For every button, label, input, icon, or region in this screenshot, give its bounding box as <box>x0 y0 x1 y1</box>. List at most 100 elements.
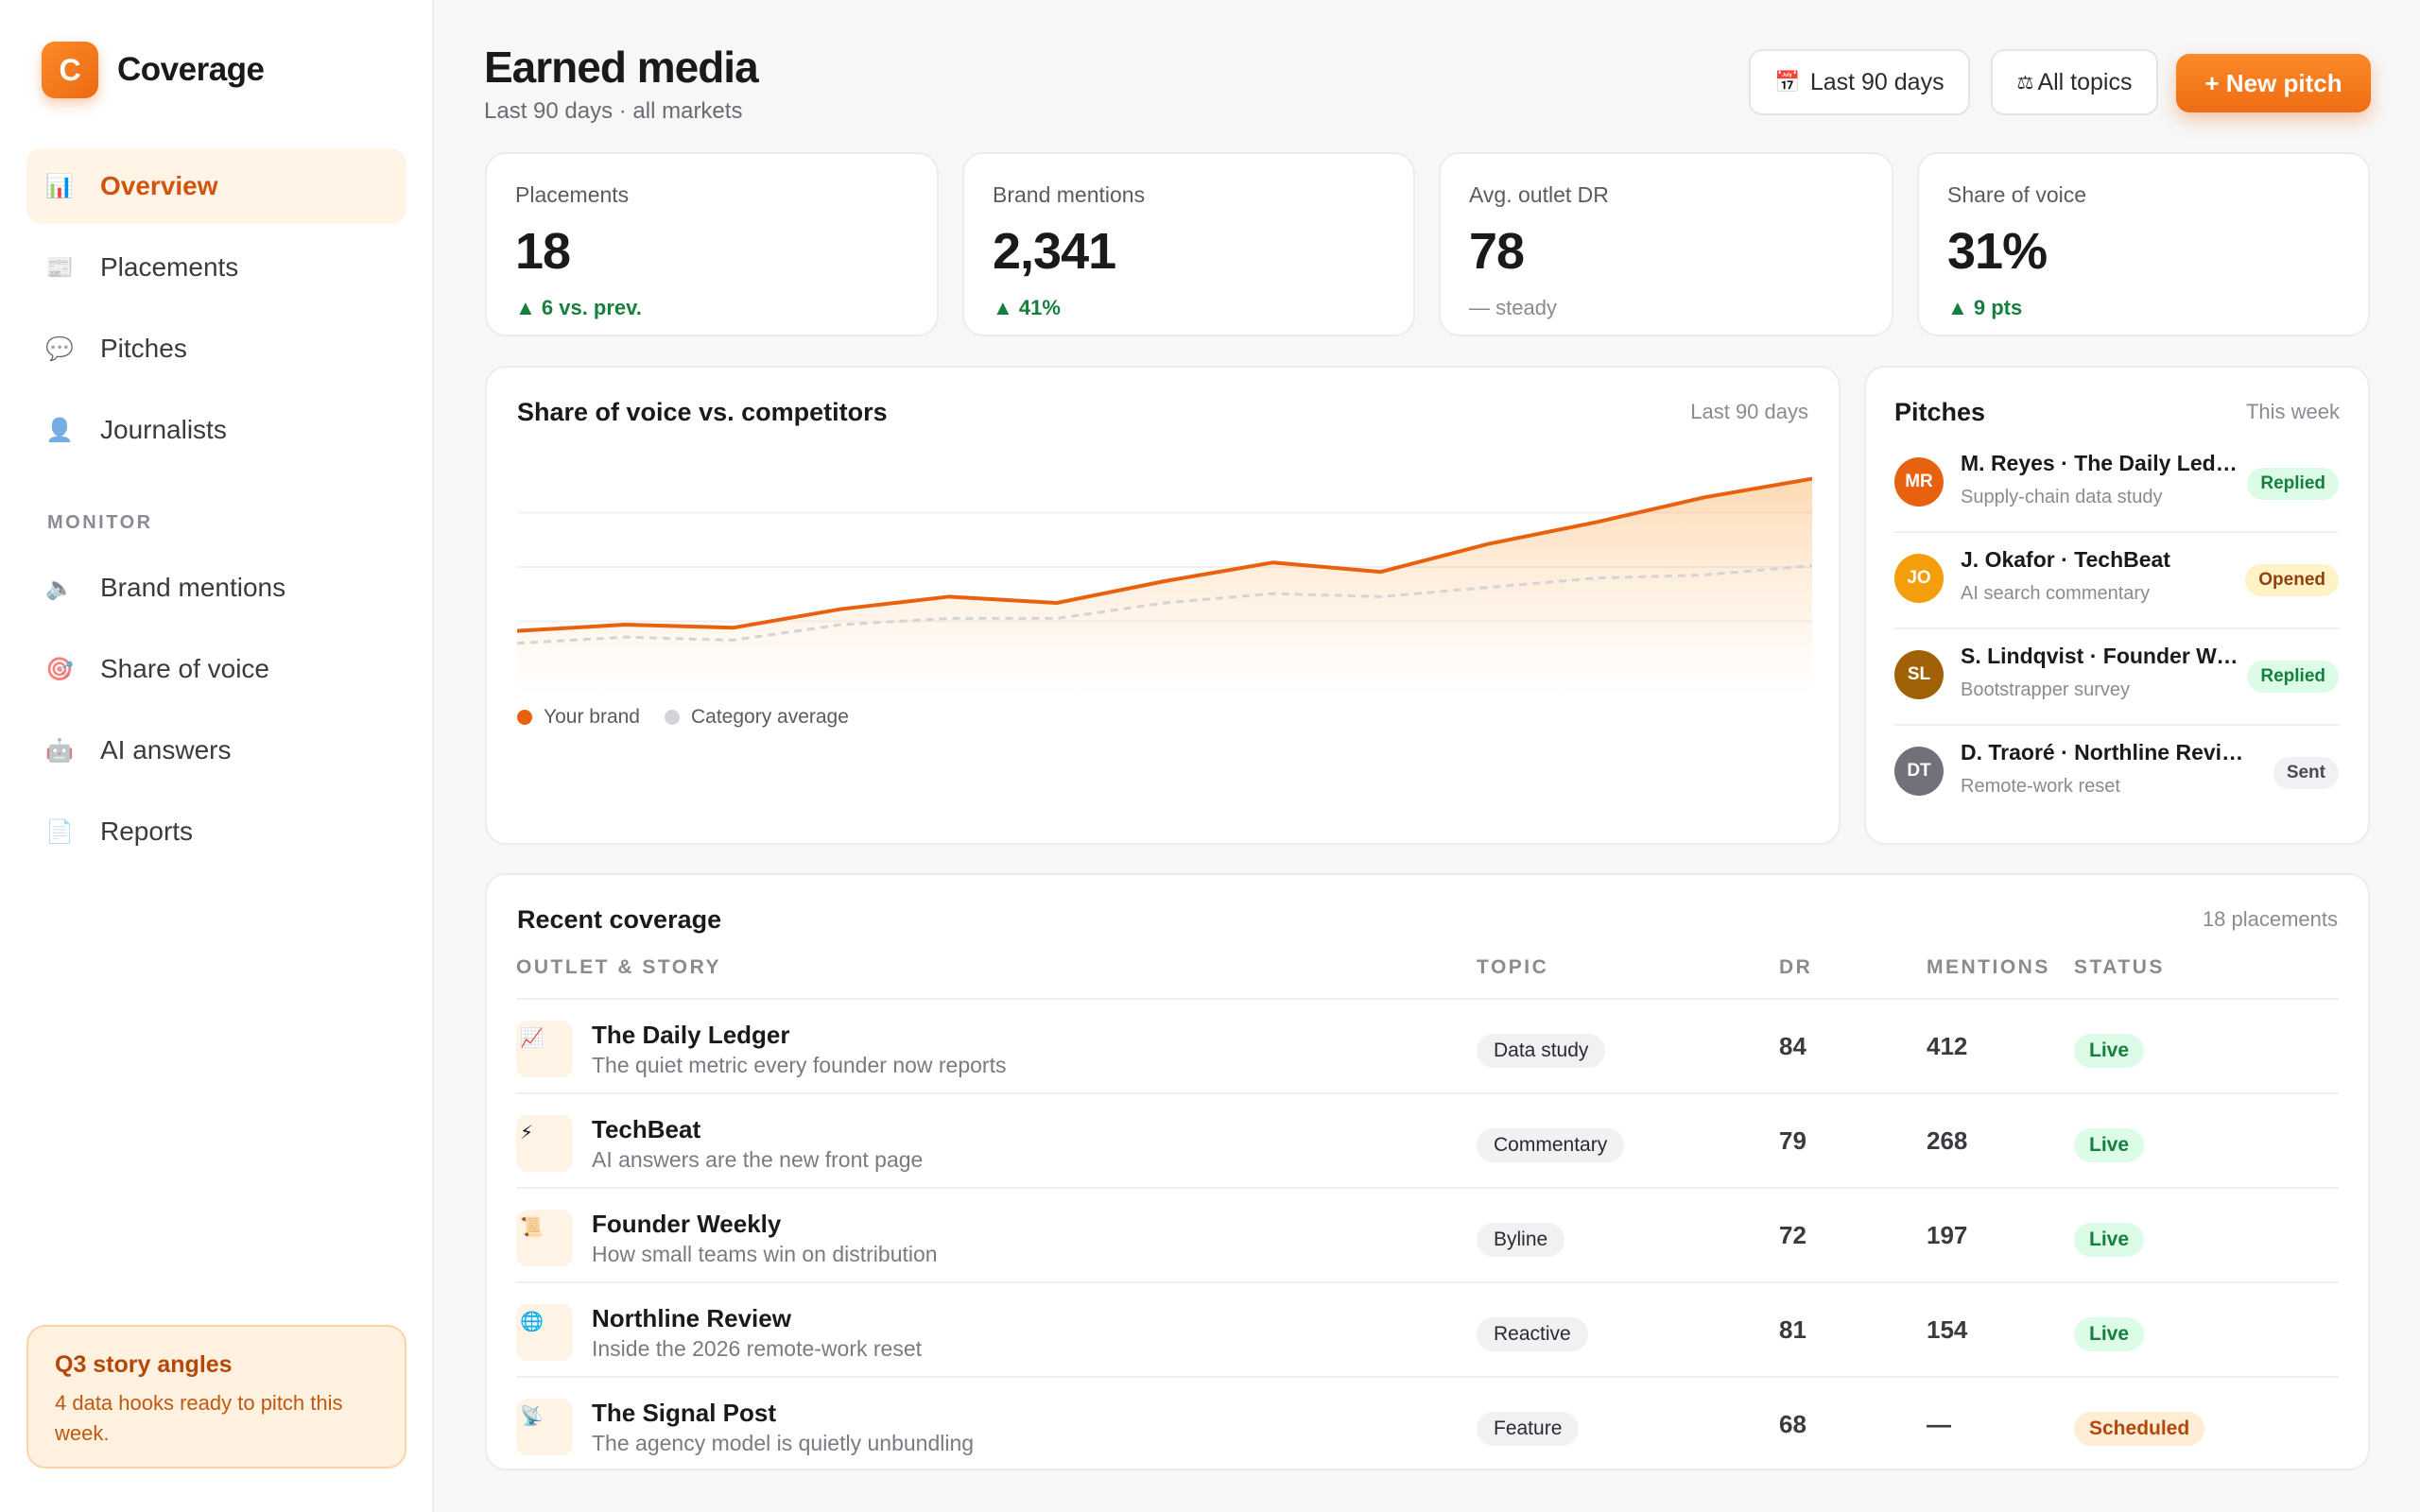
lightning-icon: ⚡ <box>516 1115 573 1172</box>
status-badge: Replied <box>2247 468 2339 500</box>
kpi-delta: — steady <box>1469 296 1557 319</box>
document-icon: 📄 <box>45 818 74 845</box>
topic-tag: Feature <box>1477 1412 1580 1446</box>
sidebar-section-label: MONITOR <box>47 512 153 533</box>
table-row[interactable]: 🌐 Northline Review Inside the 2026 remot… <box>516 1281 2339 1376</box>
brand[interactable]: C Coverage <box>42 42 265 98</box>
pitch-journalist: J. Okafor · TechBeat <box>1961 547 2170 572</box>
kpi-label: Brand mentions <box>993 182 1146 207</box>
pitch-row[interactable]: MR M. Reyes · The Daily Ledger Supply-ch… <box>1894 438 2339 533</box>
table-row[interactable]: ⚡ TechBeat AI answers are the new front … <box>516 1092 2339 1187</box>
table-row[interactable]: 📈 The Daily Ledger The quiet metric ever… <box>516 998 2339 1092</box>
sidebar-item-placements[interactable]: 📰 Placements <box>26 230 406 305</box>
pitch-row[interactable]: JO J. Okafor · TechBeat AI search commen… <box>1894 534 2339 629</box>
table-row[interactable]: 📜 Founder Weekly How small teams win on … <box>516 1187 2339 1281</box>
legend-label: Category average <box>690 706 849 728</box>
promo-text: 4 data hooks ready to pitch this week. <box>55 1391 343 1445</box>
scale-icon: ⚖ <box>2016 72 2034 94</box>
coverage-title: Recent coverage <box>517 905 722 934</box>
legend-label: Your brand <box>544 706 640 728</box>
kpi-value: 78 <box>1469 223 1525 280</box>
pitches-title: Pitches <box>1894 398 1986 426</box>
kpi-delta: ▲ 41% <box>993 296 1061 319</box>
speech-bubble-icon: 💬 <box>45 335 74 362</box>
chart-title: Share of voice vs. competitors <box>517 398 888 426</box>
column-header-mentions[interactable]: MENTIONS <box>1927 956 2050 978</box>
mentions-value: 197 <box>1927 1221 1968 1249</box>
mentions-value: — <box>1927 1410 1951 1438</box>
status-badge: Replied <box>2247 661 2339 693</box>
column-header-topic[interactable]: TOPIC <box>1477 956 1549 978</box>
share-of-voice-chart-card: Share of voice vs. competitors Last 90 d… <box>485 366 1841 845</box>
sidebar-item-brand-mentions[interactable]: 🔈 Brand mentions <box>26 550 406 626</box>
avatar: DT <box>1894 747 1944 796</box>
mentions-value: 154 <box>1927 1315 1968 1344</box>
sidebar-item-reports[interactable]: 📄 Reports <box>26 794 406 869</box>
sidebar-item-label: Reports <box>100 816 194 846</box>
app-logo: C <box>42 42 98 98</box>
sidebar-item-label: Brand mentions <box>100 573 286 602</box>
kpi-card-brand-mentions: Brand mentions 2,341 ▲ 41% <box>962 152 1415 336</box>
column-header-outlet[interactable]: OUTLET & STORY <box>516 956 722 978</box>
status-badge: Live <box>2074 1034 2145 1068</box>
sidebar-item-label: Share of voice <box>100 654 269 683</box>
satellite-icon: 📡 <box>516 1399 573 1455</box>
kpi-label: Avg. outlet DR <box>1469 182 1609 207</box>
dr-value: 79 <box>1779 1126 1806 1155</box>
topic-filter-label: All topics <box>2037 68 2133 95</box>
sidebar-item-label: AI answers <box>100 735 232 765</box>
sidebar-item-share-of-voice[interactable]: 🎯 Share of voice <box>26 631 406 707</box>
outlet-name: Founder Weekly <box>592 1210 782 1238</box>
avatar: JO <box>1894 554 1944 603</box>
page-title: Earned media <box>484 43 759 92</box>
dr-value: 81 <box>1779 1315 1806 1344</box>
outlet-name: TechBeat <box>592 1115 701 1143</box>
sidebar-item-pitches[interactable]: 💬 Pitches <box>26 311 406 387</box>
legend-item-category-average: Category average <box>664 706 849 729</box>
sidebar-item-journalists[interactable]: 👤 Journalists <box>26 392 406 468</box>
pitch-row[interactable]: SL S. Lindqvist · Founder Weekly Bootstr… <box>1894 630 2339 726</box>
kpi-card-placements: Placements 18 ▲ 6 vs. prev. <box>485 152 939 336</box>
pitches-card: Pitches This week MR M. Reyes · The Dail… <box>1864 366 2370 845</box>
kpi-value: 2,341 <box>993 223 1116 280</box>
status-badge: Scheduled <box>2074 1412 2205 1446</box>
kpi-value: 18 <box>515 223 571 280</box>
app-name: Coverage <box>117 51 265 88</box>
table-row[interactable]: 📡 The Signal Post The agency model is qu… <box>516 1376 2339 1470</box>
topic-filter-button[interactable]: ⚖ All topics <box>1991 49 2158 115</box>
column-header-status[interactable]: STATUS <box>2074 956 2165 978</box>
date-range-button[interactable]: 📅 Last 90 days <box>1749 49 1970 115</box>
chart-period: Last 90 days <box>1690 400 1808 423</box>
avatar: SL <box>1894 650 1944 699</box>
sidebar-item-ai-answers[interactable]: 🤖 AI answers <box>26 713 406 788</box>
pitch-journalist: D. Traoré · Northline Review <box>1961 740 2244 765</box>
promo-title: Q3 story angles <box>55 1351 233 1378</box>
sidebar-item-overview[interactable]: 📊 Overview <box>26 148 406 224</box>
column-header-dr[interactable]: DR <box>1779 956 1813 978</box>
avatar: MR <box>1894 457 1944 507</box>
kpi-label: Placements <box>515 182 630 207</box>
topic-tag: Byline <box>1477 1223 1565 1257</box>
pitch-topic: AI search commentary <box>1961 583 2151 604</box>
sidebar-item-label: Pitches <box>100 334 187 363</box>
kpi-delta: ▲ 6 vs. prev. <box>515 296 642 319</box>
new-pitch-button[interactable]: + New pitch <box>2176 54 2371 112</box>
story-title: AI answers are the new front page <box>592 1147 924 1172</box>
recent-coverage-card: Recent coverage 18 placements <box>485 873 2370 1470</box>
pitch-topic: Remote-work reset <box>1961 776 2120 797</box>
kpi-label: Share of voice <box>1947 182 2087 207</box>
pitch-row[interactable]: DT D. Traoré · Northline Review Remote-w… <box>1894 727 2339 822</box>
series-area-your-brand <box>517 478 1812 696</box>
dr-value: 84 <box>1779 1032 1806 1060</box>
pitch-topic: Bootstrapper survey <box>1961 679 2130 700</box>
sidebar-item-label: Placements <box>100 252 239 282</box>
mentions-value: 268 <box>1927 1126 1968 1155</box>
dr-value: 72 <box>1779 1221 1806 1249</box>
pitches-period: This week <box>2245 400 2340 423</box>
coverage-count: 18 placements <box>2202 907 2338 931</box>
pitch-topic: Supply-chain data study <box>1961 487 2163 507</box>
kpi-value: 31% <box>1947 223 2048 280</box>
robot-icon: 🤖 <box>45 737 74 764</box>
promo-card[interactable]: Q3 story angles 4 data hooks ready to pi… <box>26 1325 406 1469</box>
status-badge: Opened <box>2245 564 2339 596</box>
